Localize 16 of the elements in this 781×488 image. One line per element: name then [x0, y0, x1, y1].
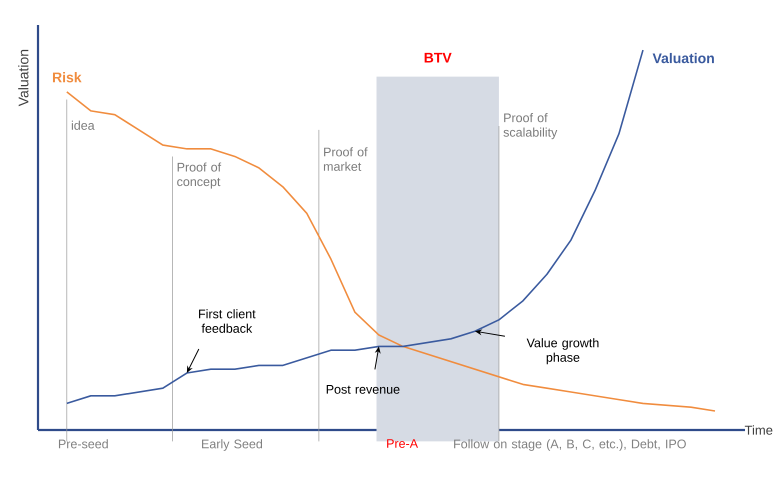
annotation: BTV — [424, 52, 452, 62]
text: Pre-seed — [58, 439, 108, 448]
text: Follow on stage (A, B, C, etc.), Debt, IPO — [454, 439, 686, 451]
annotation: Proof of market — [324, 147, 368, 171]
series-label: Valuation — [652, 52, 714, 64]
annotation: Proof of concept — [177, 162, 222, 189]
annotation: idea — [72, 120, 95, 130]
series-label: Risk — [52, 72, 82, 82]
annotation: Value growth phase — [526, 338, 598, 364]
x-axis-title: Time — [744, 425, 772, 435]
annotation: Post revenue — [326, 385, 400, 394]
y-axis-title: Valuation — [18, 50, 28, 106]
annotation: Proof of scalability — [503, 113, 558, 140]
text: Early Seed — [202, 439, 262, 451]
text: Pre-A — [387, 439, 418, 448]
annotation: First client feedback — [199, 309, 256, 333]
